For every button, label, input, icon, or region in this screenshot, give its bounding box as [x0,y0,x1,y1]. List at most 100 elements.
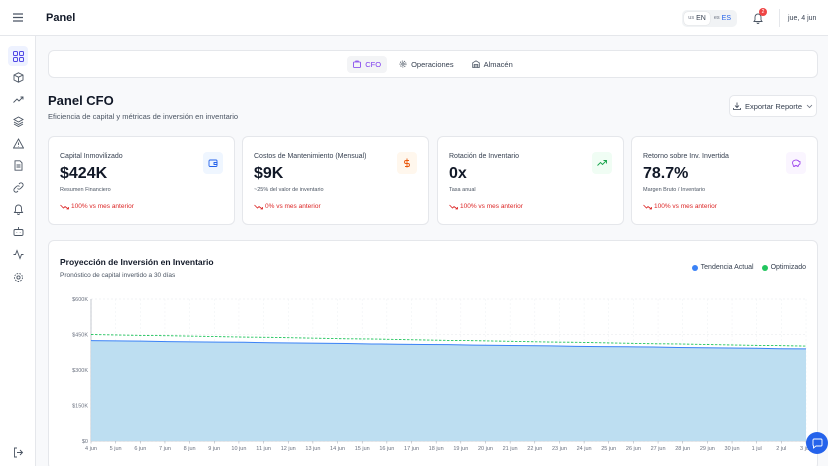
piggy-bank-icon [786,152,806,174]
trending-down-icon [449,204,458,209]
export-report-button[interactable]: Exportar Reporte [729,95,817,117]
sidebar-item-activity[interactable] [8,244,28,264]
kpi-trend-label: 100% vs mes anterior [71,203,134,210]
flag-us-icon: us [688,15,695,21]
legend-item-current[interactable]: Tendencia Actual [691,264,754,271]
language-es-button[interactable]: es ES [710,12,735,25]
layers-icon [12,115,24,127]
x-tick-label: 13 jun [305,446,320,452]
gear-icon [399,60,407,68]
tab-bar: CFO Operaciones Almacén [48,50,818,78]
y-tick-label: $300K [72,368,88,374]
top-title: Panel [46,11,76,24]
trending-up-icon [592,152,612,174]
kpi-card-rotation: Rotación de Inventario 0x Tasa anual 100… [437,136,624,225]
y-tick-label: $600K [72,297,88,303]
kpi-value: 0x [449,165,467,182]
kpi-card-maintenance: Costos de Mantenimiento (Mensual) $9K ~2… [242,136,429,225]
sidebar-item-alerts[interactable] [8,133,28,153]
x-tick-label: 5 jun [110,446,122,452]
x-tick-label: 17 jun [404,446,419,452]
legend-label: Tendencia Actual [700,264,754,271]
divider [779,9,780,27]
bot-icon [13,226,23,236]
sidebar-item-documents[interactable] [8,155,28,175]
chevron-down-icon [806,104,813,108]
x-tick-label: 21 jun [503,446,518,452]
kpi-label: Costos de Mantenimiento (Mensual) [254,153,367,160]
x-tick-label: 14 jun [330,446,345,452]
kpi-card-capital: Capital Inmovilizado $424K Resumen Finan… [48,136,235,225]
sidebar-item-dashboard[interactable] [8,46,28,66]
sidebar-item-settings[interactable] [8,267,28,287]
x-tick-label: 28 jun [675,446,690,452]
kpi-card-return: Retorno sobre Inv. Invertida 78.7% Marge… [631,136,818,225]
kpi-trend-label: 100% vs mes anterior [460,203,523,210]
bell-icon [13,204,23,215]
x-tick-label: 10 jun [231,446,246,452]
line-series-current [90,340,807,350]
x-tick-label: 19 jun [453,446,468,452]
kpi-label: Capital Inmovilizado [60,153,123,160]
tab-cfo[interactable]: CFO [347,55,388,73]
x-tick-label: 8 jun [184,446,196,452]
tab-operaciones[interactable]: Operaciones [393,56,460,73]
x-tick-label: 7 jun [159,446,171,452]
sidebar-item-layers[interactable] [8,111,28,131]
notification-badge: 2 [759,8,767,16]
x-tick-label: 16 jun [379,446,394,452]
menu-icon[interactable] [0,0,36,36]
sidebar-item-integrations[interactable] [8,177,28,197]
x-tick-label: 29 jun [700,446,715,452]
tab-label: Operaciones [411,59,454,69]
kpi-label: Retorno sobre Inv. Invertida [643,153,729,160]
notifications-button[interactable]: 2 [747,7,769,29]
trending-up-icon [12,96,23,103]
kpi-note: Tasa anual [449,187,476,193]
x-tick-label: 23 jun [552,446,567,452]
x-tick-label: 11 jun [256,446,271,452]
box-icon [13,71,23,83]
tab-label: Almacén [483,59,513,69]
kpi-label: Rotación de Inventario [449,153,520,160]
trending-down-icon [643,204,652,209]
x-tick-label: 1 jul [752,446,762,452]
sidebar-item-notifications[interactable] [8,199,28,219]
warehouse-icon [471,60,480,68]
kpi-value: $424K [60,165,108,182]
sidebar-item-trends[interactable] [8,89,28,109]
x-tick-label: 18 jun [429,446,444,452]
page-subtitle: Eficiencia de capital y métricas de inve… [48,112,239,121]
kpi-trend: 0% vs mes anterior [254,203,321,210]
language-en-button[interactable]: us EN [684,11,710,25]
x-tick-label: 20 jun [478,446,493,452]
logout-button[interactable] [8,442,28,462]
kpi-trend: 100% vs mes anterior [643,203,717,210]
y-tick-label: $450K [72,333,88,339]
x-tick-label: 9 jun [208,446,220,452]
sidebar-item-products[interactable] [8,67,28,87]
gear-icon [13,272,23,282]
language-en-label: EN [696,14,706,22]
x-tick-label: 22 jun [527,446,542,452]
tab-almacen[interactable]: Almacén [466,56,519,73]
x-tick-label: 3 jun [800,446,812,452]
y-tick-label: $0 [82,439,88,445]
kpi-value: 78.7% [643,165,689,182]
download-icon [733,102,741,110]
sidebar-item-ai[interactable] [8,221,28,241]
briefcase-icon [353,60,362,68]
warning-icon [12,137,24,148]
legend-item-optimized[interactable]: Optimizado [761,264,806,271]
dollar-icon [397,152,417,174]
line-series-optimized [90,334,807,347]
chart-title: Proyección de Inversión en Inventario [60,257,214,267]
kpi-note: Margen Bruto / Inventario [643,187,706,193]
trending-down-icon [254,204,263,209]
export-report-label: Exportar Reporte [744,101,803,111]
kpi-trend-label: 0% vs mes anterior [265,203,321,210]
legend-label: Optimizado [770,264,806,271]
trending-down-icon [60,204,69,209]
grid-icon [12,50,24,62]
chat-button[interactable] [806,432,828,454]
